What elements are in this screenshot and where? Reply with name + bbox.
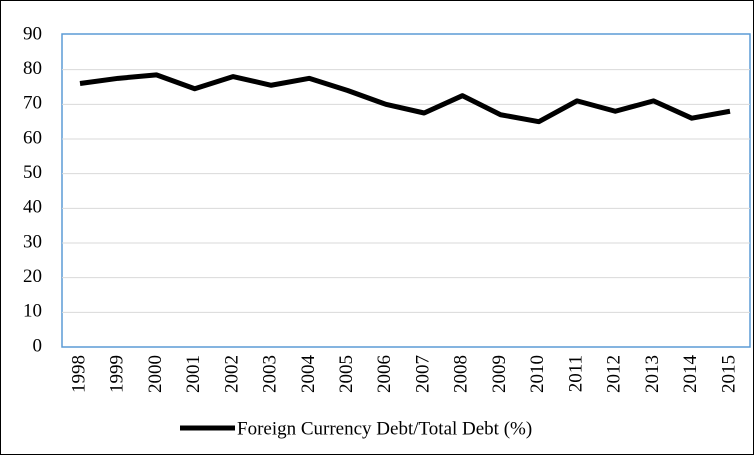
x-tick-label: 2006 <box>374 355 395 393</box>
x-tick-label: 2000 <box>145 355 166 393</box>
x-tick-label: 2002 <box>221 355 242 393</box>
x-tick-label: 2009 <box>489 355 510 393</box>
plot-area <box>61 33 751 348</box>
x-tick-label: 2005 <box>336 355 357 393</box>
x-tick-label: 1999 <box>107 355 128 393</box>
data-line <box>79 72 731 125</box>
x-tick-label: 2007 <box>412 355 433 393</box>
y-tick-label: 50 <box>23 162 42 183</box>
x-tick-label: 2003 <box>260 355 281 393</box>
x-tick-label: 2012 <box>604 355 625 393</box>
y-tick-label: 80 <box>23 58 42 79</box>
y-tick-label: 70 <box>23 93 42 114</box>
x-tick-label: 2004 <box>298 355 319 394</box>
x-tick-label: 2010 <box>527 355 548 393</box>
legend-label: Foreign Currency Debt/Total Debt (%) <box>237 418 532 439</box>
y-tick-label: 20 <box>23 266 42 287</box>
y-tick-label: 10 <box>23 301 42 322</box>
x-tick-label: 2014 <box>680 355 701 394</box>
x-tick-label: 2013 <box>642 355 663 393</box>
x-tick-label: 2015 <box>718 355 739 393</box>
y-tick-label: 30 <box>23 231 42 252</box>
x-tick-label: 1998 <box>68 355 89 393</box>
x-tick-label: 2001 <box>183 355 204 393</box>
y-tick-label: 0 <box>33 335 43 356</box>
y-tick-label: 90 <box>23 23 42 44</box>
x-tick-label: 2008 <box>451 355 472 393</box>
y-tick-label: 60 <box>23 127 42 148</box>
x-tick-label: 2011 <box>565 355 586 392</box>
y-tick-label: 40 <box>23 197 42 218</box>
